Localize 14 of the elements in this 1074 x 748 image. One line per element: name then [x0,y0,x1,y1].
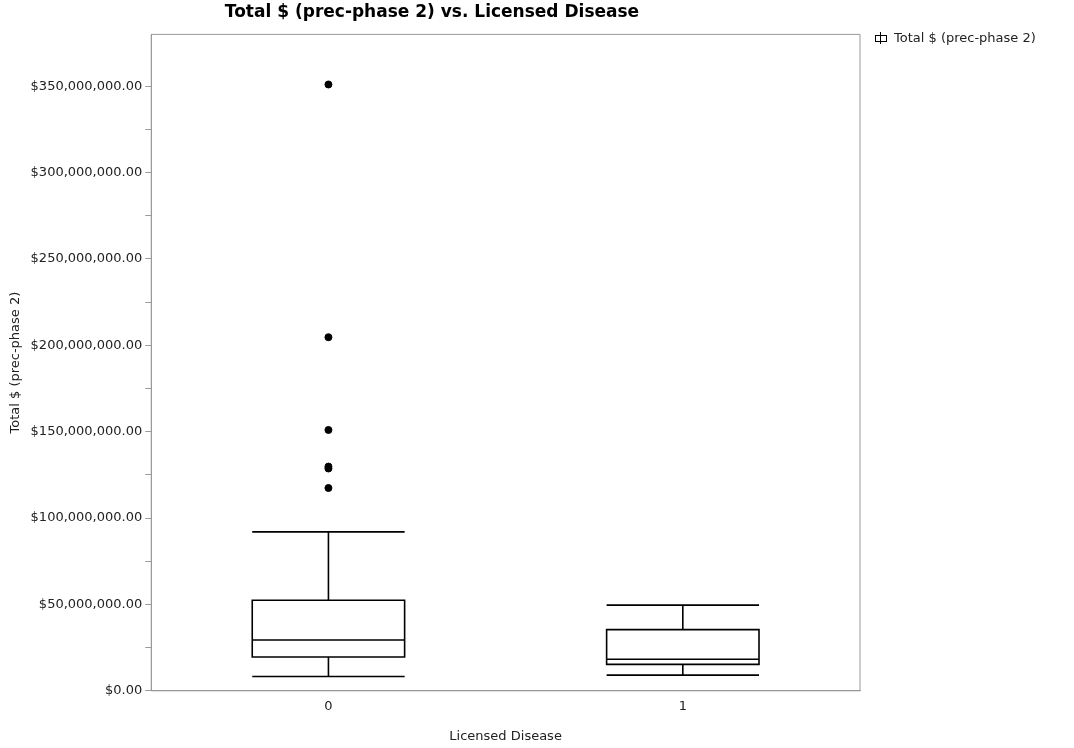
chart-title: Total $ (prec-phase 2) vs. Licensed Disease [224,0,640,21]
y-tick-label: $300,000,000.00 [30,163,143,179]
y-tick-label: $50,000,000.00 [38,595,143,611]
y-tick-label: $350,000,000.00 [30,77,143,93]
y-tick-label: $250,000,000.00 [30,250,143,266]
legend-label: Total $ (prec-phase 2) [894,30,1036,46]
y-tick-label: $100,000,000.00 [30,509,143,525]
x-axis-title: Licensed Disease [449,727,562,743]
x-tick-label: 1 [678,697,687,713]
y-tick-label: $0.00 [105,682,143,698]
y-tick-label: $200,000,000.00 [30,336,143,352]
x-tick-label: 0 [324,697,333,713]
y-axis-title: Total $ (prec-phase 2) [7,291,23,435]
y-tick-label: $150,000,000.00 [30,423,143,439]
